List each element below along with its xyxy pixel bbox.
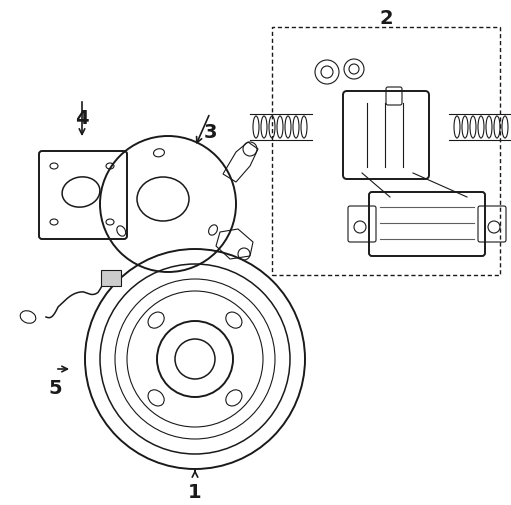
Text: 5: 5 — [48, 378, 62, 397]
Text: 2: 2 — [379, 9, 393, 27]
Text: 3: 3 — [203, 122, 217, 141]
Ellipse shape — [20, 311, 36, 324]
Text: 4: 4 — [75, 108, 89, 127]
FancyBboxPatch shape — [101, 271, 121, 286]
Text: 1: 1 — [188, 483, 202, 501]
Bar — [272, 28, 500, 275]
